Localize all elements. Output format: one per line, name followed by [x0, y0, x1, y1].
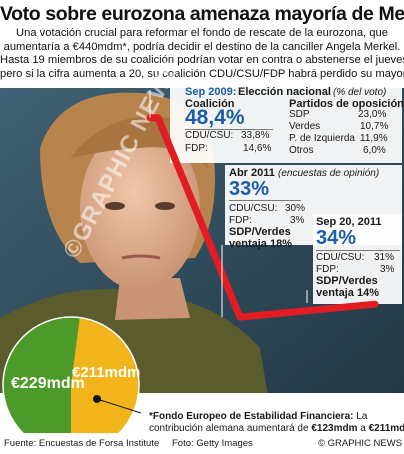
intro-line-3: Hasta 19 miembros de su coalición podría… — [0, 54, 404, 67]
apr2011-cducsu-name: CDU/CSU: — [229, 203, 278, 214]
intro-line-4: pero si la cifra aumenta a 20, su coalic… — [0, 67, 404, 80]
opp-verdes-value: 10,7% — [360, 121, 389, 132]
sep2011-cducsu-name: CDU/CSU: — [316, 252, 365, 263]
opp-izquierda-name: P. de Izquierda — [289, 133, 355, 144]
coalition-2009-value: 48,4% — [185, 106, 245, 129]
footer-photo: Foto: Getty Images — [172, 438, 253, 449]
fund-note-pre: contribución alemana aumentará de — [149, 423, 312, 434]
footer-source: Fuente: Encuestas de Forsa Institute — [4, 438, 160, 449]
opposition-label: Partidos de oposición — [289, 98, 404, 110]
panel-2009-note: (% del voto) — [333, 87, 387, 98]
opp-otros-value: 6,0% — [363, 145, 386, 156]
pie-label-yellow: €211mdm — [72, 364, 141, 381]
fund-note-line-1: *Fondo Europeo de Estabilidad Financiera… — [149, 411, 367, 422]
coalition-label: Coalición — [185, 98, 235, 110]
opp-otros-name: Otros — [289, 145, 314, 156]
apr2011-cducsu-value: 30% — [285, 203, 306, 214]
pie-marker-leader — [96, 398, 141, 414]
fund-note-mid: a — [357, 423, 369, 434]
opp-izquierda-value: 11,9% — [360, 133, 388, 144]
pie-label-green: €229mdm — [11, 375, 85, 392]
intro-line-2: aumentaría a €440mdm*, podría decidir el… — [3, 40, 401, 53]
apr2011-value: 33% — [229, 178, 270, 200]
cducsu-2009-name: CDU/CSU: — [185, 130, 234, 141]
apr2011-rule — [229, 200, 301, 201]
footer — [0, 433, 404, 454]
fdp-2009-name: FDP: — [185, 143, 208, 154]
fund-pie-chart — [2, 316, 141, 454]
panel-2009-date: Sep 2009: — [185, 86, 237, 98]
apr2011-fdp-name: FDP: — [229, 215, 252, 226]
apr2011-note: (encuestas de opinión) — [278, 168, 380, 179]
intro-line-1: Una votación crucial para reformar el fo… — [16, 27, 388, 39]
fund-note-to: €211mdm — [368, 423, 404, 434]
opp-sdp-value: 23,0% — [358, 109, 387, 120]
sep2011-value: 34% — [316, 227, 357, 249]
pie-slice-green — [2, 317, 80, 453]
panel-2009-title: Elección nacional — [238, 86, 331, 98]
sep2011-lead-1: SDP/Verdes — [316, 275, 378, 287]
sep2011-rule — [316, 250, 400, 251]
apr2011-fdp-value: 3% — [290, 215, 305, 226]
sep2011-lead-2: ventaja 14% — [316, 287, 379, 299]
fund-note-bold: *Fondo Europeo de Estabilidad Financiera… — [149, 411, 354, 422]
fund-note-panel — [146, 410, 402, 434]
fund-note-rest: La — [353, 411, 368, 422]
apr2011-lead-1: SDP/Verdes — [229, 226, 291, 238]
apr2011-lead-2: ventaja 18% — [229, 238, 292, 250]
fdp-2009-value: 14,6% — [243, 143, 272, 154]
fund-note-from: €123mdm — [311, 423, 358, 434]
cducsu-2009-value: 33,8% — [241, 130, 270, 141]
pie-slice-yellow — [71, 317, 139, 453]
opp-verdes-name: Verdes — [289, 121, 321, 132]
sep2011-fdp-name: FDP: — [316, 264, 339, 275]
fund-note-line-2: contribución alemana aumentará de €123md… — [149, 423, 404, 434]
sep2011-fdp-value: 3% — [380, 264, 395, 275]
opp-sdp-name: SDP — [289, 109, 310, 120]
headline: Voto sobre eurozona amenaza mayoría de M… — [0, 3, 404, 25]
footer-credit: © GRAPHIC NEWS — [318, 438, 403, 449]
sep2011-cducsu-value: 31% — [374, 252, 395, 263]
